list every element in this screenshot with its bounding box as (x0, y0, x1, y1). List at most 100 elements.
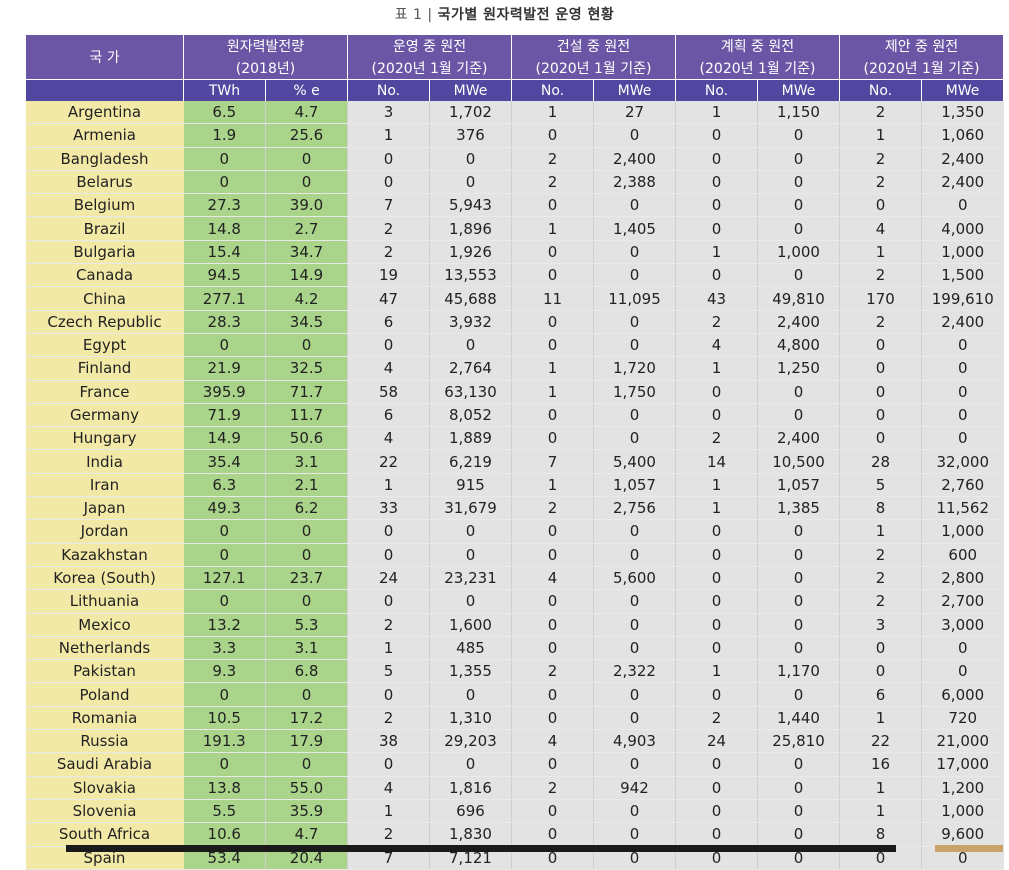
cell-op-mwe: 1,926 (429, 240, 512, 265)
cell-con-no: 0 (511, 240, 594, 265)
cell-plan-no: 0 (675, 263, 758, 288)
cell-con-no: 0 (511, 543, 594, 567)
cell-op-no: 6 (347, 403, 430, 428)
cell-con-mwe: 1,720 (593, 356, 676, 381)
cell-country: Pakistan (25, 659, 184, 684)
cell-op-no: 19 (347, 263, 430, 288)
cell-gen-percent: 39.0 (265, 193, 348, 218)
cell-country: Japan (25, 496, 184, 521)
cell-gen-percent: 32.5 (265, 356, 348, 381)
cell-prop-no: 2 (839, 170, 922, 195)
subheader-no: No. (511, 79, 594, 101)
cell-prop-no: 1 (839, 706, 922, 731)
cell-plan-mwe: 0 (757, 543, 840, 567)
cell-plan-mwe: 0 (757, 589, 840, 614)
cell-gen-percent: 71.7 (265, 380, 348, 404)
cell-op-no: 0 (347, 752, 430, 777)
cell-plan-no: 24 (675, 729, 758, 754)
subheader-mwe: MWe (429, 79, 512, 101)
cell-prop-mwe: 21,000 (921, 729, 1004, 754)
header-country: 국 가 (25, 35, 184, 80)
table-row: Slovakia 13.8 55.0 4 1,816 2 942 0 0 1 1,200 (25, 776, 1004, 800)
cell-plan-no: 1 (675, 473, 758, 498)
cell-op-mwe: 696 (429, 799, 512, 824)
cell-plan-mwe: 49,810 (757, 286, 840, 311)
cell-op-mwe: 915 (429, 473, 512, 498)
cell-prop-mwe: 2,700 (921, 589, 1004, 614)
cell-gen-percent: 34.7 (265, 240, 348, 265)
cell-con-no: 0 (511, 682, 594, 707)
cell-op-mwe: 8,052 (429, 403, 512, 428)
table-row: Czech Republic 28.3 34.5 6 3,932 0 0 2 2,400 2 2,4… (25, 310, 1004, 334)
cell-op-mwe: 3,932 (429, 310, 512, 334)
cell-plan-no: 0 (675, 776, 758, 800)
cell-con-mwe: 4,903 (593, 729, 676, 754)
cell-con-no: 0 (511, 333, 594, 358)
cell-prop-no: 2 (839, 589, 922, 614)
cell-prop-mwe: 199,610 (921, 286, 1004, 311)
cell-gen-twh: 15.4 (183, 240, 266, 265)
cell-country: Finland (25, 356, 184, 381)
header-blank (25, 79, 184, 101)
cell-prop-no: 0 (839, 380, 922, 404)
cell-con-no: 2 (511, 170, 594, 195)
cell-plan-no: 4 (675, 333, 758, 358)
cell-country: Lithuania (25, 589, 184, 614)
cell-con-mwe: 0 (593, 519, 676, 544)
cell-gen-percent: 0 (265, 333, 348, 358)
cell-gen-twh: 0 (183, 170, 266, 195)
cell-prop-no: 0 (839, 636, 922, 661)
cell-prop-mwe: 2,400 (921, 147, 1004, 171)
cell-prop-mwe: 6,000 (921, 682, 1004, 707)
cell-con-no: 0 (511, 589, 594, 614)
cell-op-mwe: 13,553 (429, 263, 512, 288)
subheader-no: No. (839, 79, 922, 101)
cell-gen-percent: 6.2 (265, 496, 348, 521)
cell-prop-mwe: 0 (921, 403, 1004, 428)
cell-gen-percent: 0 (265, 543, 348, 567)
cell-plan-no: 0 (675, 216, 758, 241)
cell-prop-mwe: 9,600 (921, 822, 1004, 847)
bottom-edge-accent (935, 845, 1003, 852)
cell-plan-no: 14 (675, 449, 758, 474)
cell-gen-percent: 14.9 (265, 263, 348, 288)
cell-op-mwe: 1,310 (429, 706, 512, 731)
cell-plan-no: 0 (675, 636, 758, 661)
table-row: Bangladesh 0 0 0 0 2 2,400 0 0 2 2,400 (25, 147, 1004, 171)
cell-plan-mwe: 0 (757, 822, 840, 847)
cell-plan-mwe: 0 (757, 636, 840, 661)
cell-country: Egypt (25, 333, 184, 358)
table-row: Poland 0 0 0 0 0 0 0 0 6 6,000 (25, 682, 1004, 707)
cell-op-no: 7 (347, 193, 430, 218)
cell-gen-percent: 5.3 (265, 613, 348, 637)
cell-con-mwe: 2,322 (593, 659, 676, 684)
cell-prop-mwe: 0 (921, 636, 1004, 661)
cell-con-mwe: 0 (593, 193, 676, 218)
cell-prop-mwe: 4,000 (921, 216, 1004, 241)
cell-prop-no: 170 (839, 286, 922, 311)
cell-country: Canada (25, 263, 184, 288)
cell-con-mwe: 0 (593, 636, 676, 661)
cell-gen-twh: 49.3 (183, 496, 266, 521)
cell-con-no: 0 (511, 519, 594, 544)
cell-op-no: 1 (347, 636, 430, 661)
cell-plan-mwe: 0 (757, 519, 840, 544)
table-row: South Africa 10.6 4.7 2 1,830 0 0 0 0 8 9,600 (25, 822, 1004, 847)
cell-plan-no: 1 (675, 496, 758, 521)
cell-prop-mwe: 17,000 (921, 752, 1004, 777)
cell-prop-no: 0 (839, 403, 922, 428)
cell-gen-twh: 0 (183, 682, 266, 707)
cell-op-no: 0 (347, 543, 430, 567)
cell-op-mwe: 485 (429, 636, 512, 661)
cell-plan-mwe: 0 (757, 380, 840, 404)
cell-prop-no: 2 (839, 543, 922, 567)
cell-plan-no: 0 (675, 752, 758, 777)
cell-prop-no: 5 (839, 473, 922, 498)
cell-prop-no: 28 (839, 449, 922, 474)
table-row: India 35.4 3.1 22 6,219 7 5,400 14 10,500 28 32,00… (25, 449, 1004, 474)
cell-prop-mwe: 1,000 (921, 519, 1004, 544)
cell-prop-no: 4 (839, 216, 922, 241)
cell-op-mwe: 63,130 (429, 380, 512, 404)
header-generation: 원자력발전량 (183, 35, 348, 57)
cell-plan-no: 1 (675, 101, 758, 125)
